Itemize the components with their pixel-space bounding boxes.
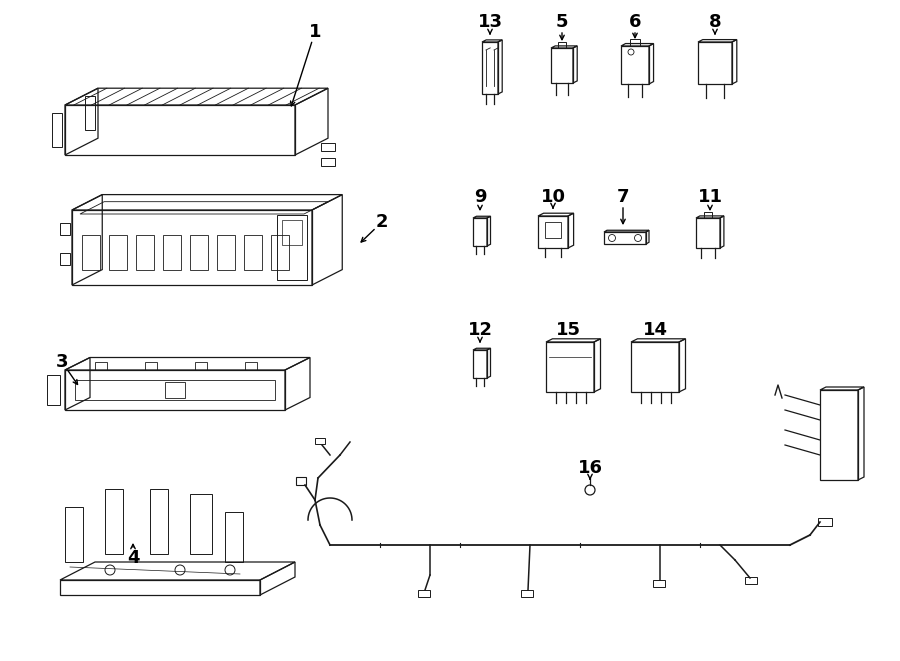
Bar	[145, 362, 157, 370]
Text: 10: 10	[541, 188, 565, 206]
Text: 16: 16	[578, 459, 602, 477]
Bar	[545, 222, 561, 238]
Bar	[271, 235, 289, 270]
Bar	[296, 477, 306, 485]
Text: 2: 2	[376, 213, 388, 231]
Bar	[95, 362, 107, 370]
Text: 8: 8	[708, 13, 721, 31]
Bar	[165, 382, 185, 398]
Text: 6: 6	[629, 13, 641, 31]
Bar	[190, 235, 208, 270]
Text: 7: 7	[616, 188, 629, 206]
Bar	[136, 235, 154, 270]
Text: 3: 3	[56, 353, 68, 371]
Text: 13: 13	[478, 13, 502, 31]
Text: 15: 15	[555, 321, 580, 339]
Bar	[82, 235, 100, 270]
Bar	[818, 518, 832, 526]
Text: 4: 4	[127, 549, 140, 567]
Bar	[315, 438, 325, 444]
Bar	[745, 577, 757, 584]
Text: 11: 11	[698, 188, 723, 206]
Bar	[418, 590, 430, 597]
Text: 1: 1	[309, 23, 321, 41]
Bar	[277, 215, 307, 280]
Bar	[245, 362, 257, 370]
Text: 12: 12	[467, 321, 492, 339]
Text: 9: 9	[473, 188, 486, 206]
Bar	[217, 235, 235, 270]
Bar	[109, 235, 127, 270]
Text: 14: 14	[643, 321, 668, 339]
Bar	[195, 362, 207, 370]
Bar	[282, 220, 302, 245]
Text: 5: 5	[556, 13, 568, 31]
Bar	[521, 590, 533, 597]
Bar	[244, 235, 262, 270]
Bar	[163, 235, 181, 270]
Bar	[653, 580, 665, 587]
